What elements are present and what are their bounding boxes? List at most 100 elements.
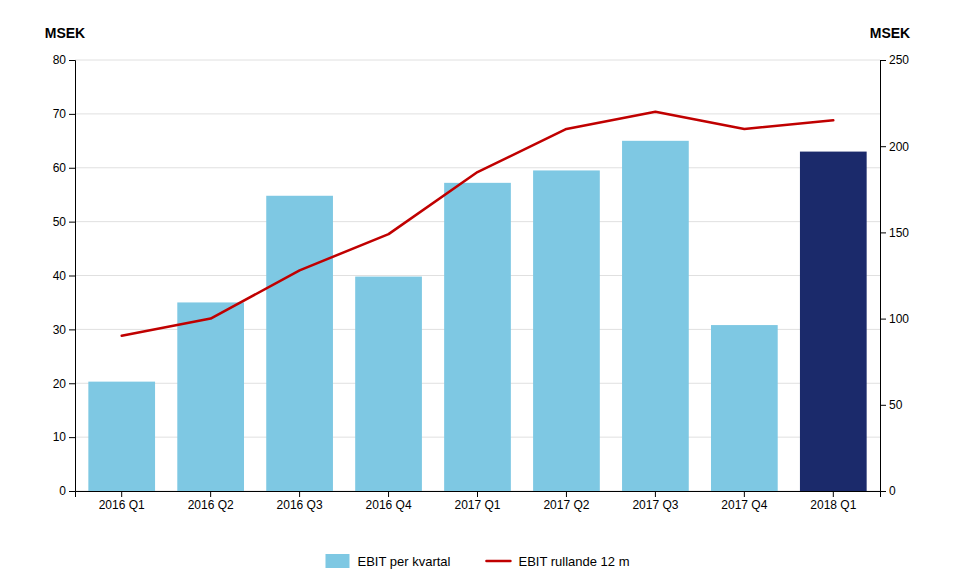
bar [622, 141, 689, 491]
tick-label: 10 [53, 430, 67, 444]
y2-axis: 0 50 100 150 200 250 [880, 53, 909, 498]
tick: 10 [53, 430, 75, 444]
tick-label: 100 [889, 312, 909, 326]
tick-label: 50 [53, 215, 67, 229]
y-axis: 0 10 20 30 40 50 60 70 80 [53, 53, 76, 498]
tick-label: 2016 Q2 [188, 498, 234, 512]
legend-label: EBIT per kvartal [357, 554, 450, 569]
tick-label: 2016 Q4 [366, 498, 412, 512]
axis-line [881, 61, 887, 492]
tick: 2016 Q3 [277, 491, 323, 512]
tick-label: 20 [53, 377, 67, 391]
tick: 2016 Q4 [366, 491, 412, 512]
tick-label: 150 [889, 226, 909, 240]
legend-swatch [325, 554, 349, 568]
tick: 2017 Q1 [454, 491, 500, 512]
axis-line [76, 492, 881, 498]
bar [177, 302, 244, 491]
tick: 80 [53, 53, 75, 67]
tick-label: 50 [889, 398, 903, 412]
tick: 50 [880, 398, 903, 412]
tick-mark [880, 491, 886, 492]
tick-mark [69, 383, 75, 384]
line [122, 112, 834, 336]
bar [88, 382, 155, 491]
plot-area: 2016 Q1 2016 Q2 2016 Q3 2016 Q4 2017 Q1 2017 … [45, 25, 910, 512]
tick-mark [566, 491, 567, 497]
tick: 2018 Q1 [810, 491, 856, 512]
legend-item: EBIT rullande 12 m [486, 554, 629, 569]
tick: 2016 Q1 [99, 491, 145, 512]
tick-mark [69, 222, 75, 223]
tick-label: 2016 Q3 [277, 498, 323, 512]
tick: 2017 Q2 [543, 491, 589, 512]
tick-mark [69, 276, 75, 277]
marks [88, 112, 866, 491]
tick: 2017 Q3 [632, 491, 678, 512]
tick-mark [69, 168, 75, 169]
grid-line [75, 167, 880, 168]
bar [266, 196, 333, 491]
bar [444, 183, 511, 491]
tick-mark [388, 491, 389, 497]
tick-mark [69, 329, 75, 330]
tick-label: 2017 Q4 [721, 498, 767, 512]
tick-label: 60 [53, 161, 67, 175]
tick: 200 [880, 140, 909, 154]
tick-mark [121, 491, 122, 497]
tick-label: 40 [53, 269, 67, 283]
tick-label: 2016 Q1 [99, 498, 145, 512]
tick-label: 2017 Q1 [454, 498, 500, 512]
tick-mark [880, 60, 886, 61]
tick-mark [69, 114, 75, 115]
y2-axis-label: MSEK [870, 25, 910, 41]
tick-mark [655, 491, 656, 497]
tick: 60 [53, 161, 75, 175]
x-axis: 2016 Q1 2016 Q2 2016 Q3 2016 Q4 2017 Q1 2017 … [76, 491, 881, 512]
tick: 250 [880, 53, 909, 67]
tick: 30 [53, 323, 75, 337]
tick-label: 0 [59, 484, 66, 498]
bar [355, 277, 422, 491]
tick: 150 [880, 226, 909, 240]
tick-label: 30 [53, 323, 67, 337]
chart: 2016 Q1 2016 Q2 2016 Q3 2016 Q4 2017 Q1 2017 … [0, 0, 955, 586]
tick: 100 [880, 312, 909, 326]
tick-mark [69, 491, 75, 492]
legend-swatch [486, 560, 510, 563]
tick-mark [69, 437, 75, 438]
tick-label: 2018 Q1 [810, 498, 856, 512]
y-axis-label: MSEK [45, 25, 85, 41]
tick-mark [880, 232, 886, 233]
tick-label: 2017 Q2 [543, 498, 589, 512]
bar [533, 170, 600, 491]
bar [800, 152, 867, 491]
bar-series [88, 141, 866, 491]
tick: 50 [53, 215, 75, 229]
grid-line [75, 60, 880, 61]
grid-line [75, 113, 880, 114]
tick: 20 [53, 377, 75, 391]
tick-mark [880, 146, 886, 147]
tick-label: 250 [889, 53, 909, 67]
tick-label: 200 [889, 140, 909, 154]
tick-mark [744, 491, 745, 497]
tick: 0 [880, 484, 896, 498]
legend: EBIT per kvartal EBIT rullande 12 m [325, 554, 629, 569]
tick-mark [477, 491, 478, 497]
tick: 70 [53, 107, 75, 121]
tick-label: 2017 Q3 [632, 498, 678, 512]
tick-mark [69, 60, 75, 61]
axis-line [69, 61, 76, 492]
tick: 0 [59, 484, 75, 498]
tick-label: 80 [53, 53, 67, 67]
tick-mark [299, 491, 300, 497]
tick-mark [210, 491, 211, 497]
tick: 40 [53, 269, 75, 283]
tick: 2016 Q2 [188, 491, 234, 512]
grid [75, 60, 880, 491]
legend-item: EBIT per kvartal [325, 554, 450, 569]
tick-label: 0 [889, 484, 896, 498]
tick: 2017 Q4 [721, 491, 767, 512]
tick-label: 70 [53, 107, 67, 121]
